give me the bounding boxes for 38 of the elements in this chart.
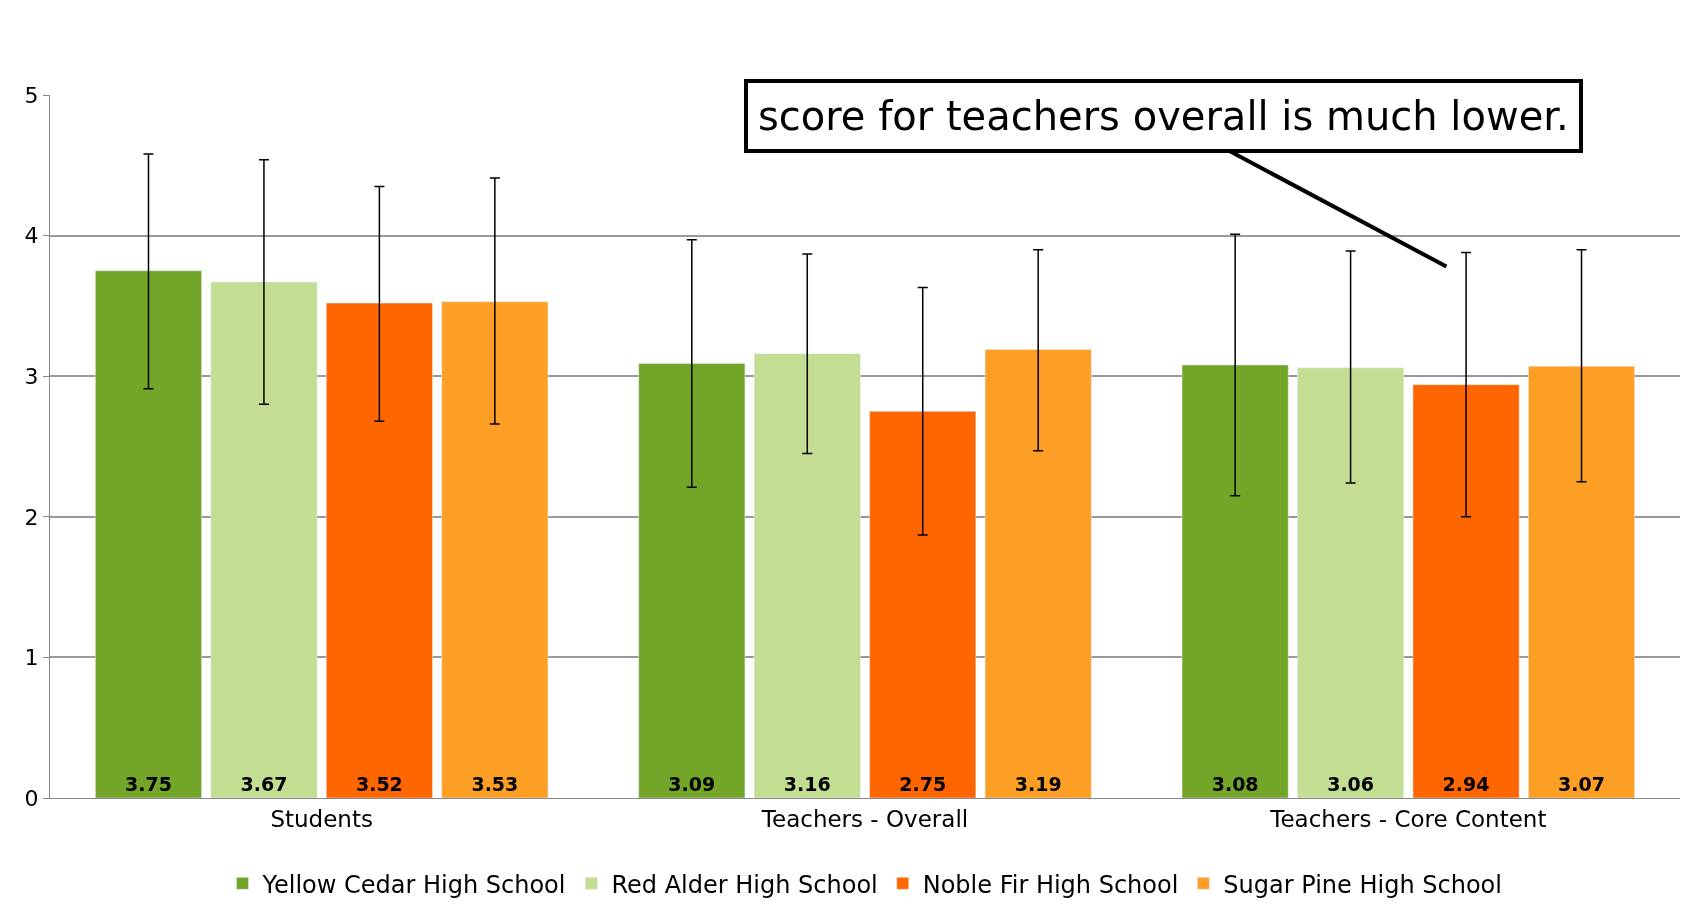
y-tick-label: 3 — [24, 363, 39, 389]
x-tick-label: Teachers - Core Content — [1269, 805, 1547, 832]
data-label: 3.19 — [1014, 773, 1062, 795]
data-label: 2.75 — [899, 773, 947, 795]
x-tick-label: Teachers - Overall — [760, 805, 969, 832]
bar — [984, 349, 1092, 798]
bar — [326, 302, 433, 798]
data-label: 3.75 — [125, 773, 172, 795]
data-label: 2.94 — [1442, 773, 1490, 795]
bar — [441, 301, 549, 798]
bar — [638, 363, 746, 798]
bar — [1181, 364, 1289, 798]
bar — [210, 281, 318, 798]
y-tick-label: 2 — [24, 504, 39, 530]
data-label: 3.09 — [668, 773, 716, 795]
bar — [95, 270, 202, 798]
legend-label: Red Alder High School — [611, 870, 878, 899]
y-tick-label: 5 — [24, 82, 39, 108]
data-label: 3.06 — [1327, 773, 1375, 795]
y-tick-label: 4 — [24, 223, 39, 249]
bar — [1412, 384, 1520, 798]
data-label: 3.53 — [471, 773, 519, 795]
legend-label: Noble Fir High School — [922, 870, 1179, 899]
bar — [753, 353, 861, 798]
legend-label: Yellow Cedar High School — [261, 870, 566, 899]
bar — [1528, 366, 1635, 798]
y-tick-label: 1 — [24, 645, 39, 671]
data-label: 3.07 — [1558, 773, 1605, 795]
bar — [1297, 367, 1404, 798]
legend-label: Sugar Pine High School — [1223, 870, 1502, 899]
bar — [869, 411, 977, 798]
annotation: score for teachers overall is much lower. — [758, 93, 1569, 139]
data-label: 3.16 — [783, 773, 831, 795]
data-label: 3.52 — [355, 773, 403, 795]
data-label: 3.08 — [1211, 773, 1259, 795]
data-label: 3.67 — [240, 773, 288, 795]
y-tick-label: 0 — [24, 785, 39, 811]
x-tick-label: Students — [270, 805, 373, 832]
